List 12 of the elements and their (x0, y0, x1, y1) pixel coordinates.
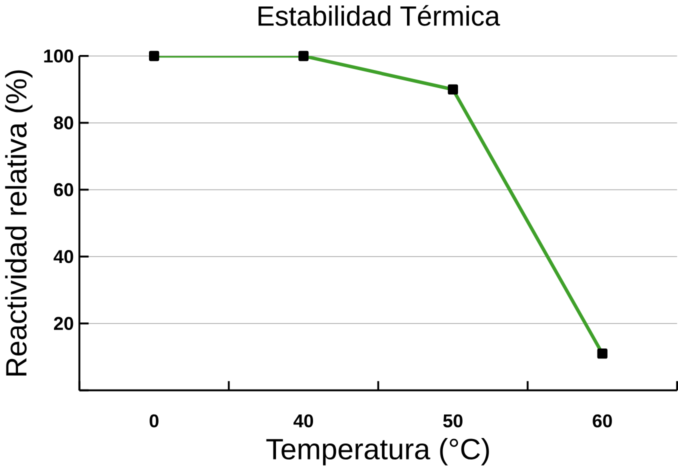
x-tick-label: 60 (592, 414, 612, 428)
x-axis-title: Temperatura (°C) (266, 438, 489, 466)
y-tick-label: 80 (54, 116, 74, 130)
x-tick-label: 0 (150, 414, 158, 428)
y-tick-label: 20 (54, 316, 74, 330)
chart-title: Estabilidad Térmica (258, 4, 500, 26)
x-tick-label: 40 (294, 414, 314, 428)
y-tick-label: 100 (44, 49, 74, 62)
y-tick-label: 60 (54, 182, 74, 196)
x-tick-label: 50 (443, 414, 462, 428)
y-axis-title: Reactividad relativa (%) (5, 70, 32, 376)
y-tick-label: 40 (54, 250, 74, 263)
